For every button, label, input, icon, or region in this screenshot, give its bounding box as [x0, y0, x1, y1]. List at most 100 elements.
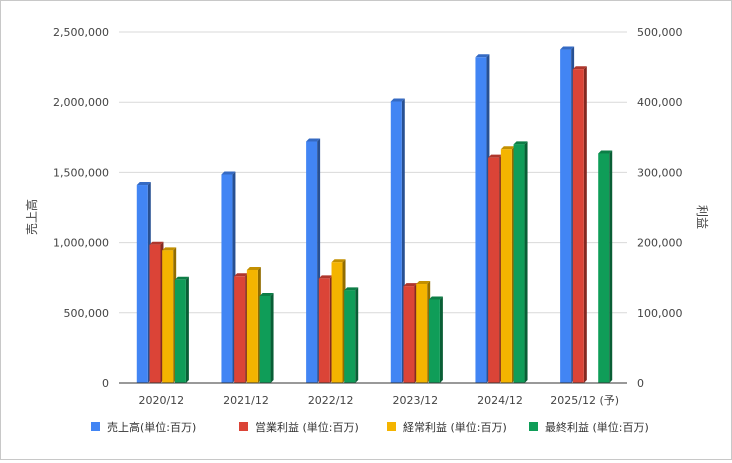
- bar-top: [560, 46, 575, 50]
- y2-tick-label: 300,000: [637, 166, 683, 179]
- bar-side: [185, 276, 189, 383]
- bar-top: [500, 146, 515, 150]
- bar-side: [609, 150, 613, 383]
- bar-top: [344, 287, 359, 291]
- bar-side: [524, 141, 528, 383]
- bar-face: [572, 69, 584, 384]
- bar: [403, 283, 418, 383]
- bar-top: [572, 66, 587, 70]
- x-tick-label: 2021/12: [223, 394, 269, 407]
- bar-face: [488, 157, 500, 383]
- legend-swatch: [91, 422, 100, 431]
- bar-face: [560, 49, 572, 384]
- bar-top: [390, 98, 405, 102]
- legend-item: 売上高(単位:百万): [91, 420, 196, 434]
- bar: [390, 98, 405, 384]
- bar-top: [174, 276, 189, 280]
- y2-tick-label: 200,000: [637, 237, 683, 250]
- legend-item: 経常利益 (単位:百万): [387, 420, 507, 434]
- axes: 0 0 500,000 100,000 1,000,000 200,000 1,500,00…: [53, 26, 682, 407]
- bar-face: [221, 174, 233, 383]
- bar-top: [136, 182, 151, 186]
- legend-swatch: [239, 422, 248, 431]
- bar: [259, 292, 274, 383]
- bar-top: [513, 141, 528, 145]
- bar-top: [475, 54, 490, 58]
- bar: [572, 66, 587, 384]
- bar: [344, 287, 359, 383]
- bar: [221, 171, 236, 383]
- y-tick-label: 500,000: [64, 307, 110, 320]
- y2-tick-label: 0: [637, 377, 644, 390]
- bar-face: [318, 278, 330, 383]
- bar-face: [500, 149, 512, 383]
- legend-swatch: [387, 422, 396, 431]
- bar-top: [403, 283, 418, 287]
- bar-face: [403, 286, 415, 383]
- bar-top: [162, 247, 177, 251]
- y2-tick-label: 100,000: [637, 307, 683, 320]
- bar-face: [259, 295, 271, 383]
- bar: [560, 46, 575, 384]
- bar: [488, 154, 503, 383]
- bar-face: [390, 101, 402, 384]
- bar-face: [306, 141, 318, 383]
- legend-label: 経常利益 (単位:百万): [403, 420, 507, 434]
- bar: [428, 296, 443, 383]
- bar: [174, 276, 189, 383]
- bar-face: [246, 269, 258, 383]
- bar-top: [598, 150, 613, 154]
- bar-side: [270, 292, 274, 383]
- legend-label: 最終利益 (単位:百万): [545, 420, 649, 434]
- bar-top: [318, 275, 333, 279]
- bar-face: [162, 250, 174, 383]
- y-tick-label: 2,500,000: [53, 26, 109, 39]
- bar-top: [428, 296, 443, 300]
- legend-item: 営業利益 (単位:百万): [239, 420, 359, 434]
- x-tick-label: 2024/12: [477, 394, 523, 407]
- y-tick-label: 0: [102, 377, 109, 390]
- bar-face: [234, 276, 246, 383]
- bar-top: [306, 138, 321, 142]
- bar-top: [331, 259, 346, 263]
- legend: 売上高(単位:百万) 営業利益 (単位:百万) 経常利益 (単位:百万) 最終利益 (…: [91, 420, 649, 434]
- bar-face: [428, 299, 440, 383]
- y2-tick-label: 400,000: [637, 96, 683, 109]
- gridlines: [119, 31, 627, 314]
- bar-top: [488, 154, 503, 158]
- bar: [598, 150, 613, 383]
- bar: [306, 138, 321, 383]
- y-tick-label: 1,500,000: [53, 166, 109, 179]
- bar-top: [246, 266, 261, 270]
- bar-top: [234, 273, 249, 277]
- bar: [475, 54, 490, 383]
- y2-axis-title: 利益: [695, 205, 709, 229]
- x-tick-label: 2025/12 (予): [550, 394, 619, 407]
- bar: [162, 247, 177, 383]
- x-tick-label: 2023/12: [392, 394, 438, 407]
- bar: [246, 266, 261, 383]
- bar: [136, 182, 151, 383]
- bar-face: [136, 185, 148, 383]
- bar-top: [221, 171, 236, 175]
- legend-swatch: [529, 422, 538, 431]
- bar-face: [344, 290, 356, 383]
- bar-face: [174, 279, 186, 383]
- x-tick-label: 2022/12: [308, 394, 354, 407]
- bar-face: [513, 144, 525, 383]
- bar-face: [416, 284, 428, 383]
- y-tick-label: 1,000,000: [53, 237, 109, 250]
- bar-side: [583, 66, 587, 384]
- x-tick-label: 2020/12: [138, 394, 184, 407]
- bar: [149, 241, 164, 383]
- bar: [318, 275, 333, 383]
- bar-side: [439, 296, 443, 383]
- bar: [513, 141, 528, 383]
- bar: [416, 281, 431, 383]
- bars: [136, 46, 613, 384]
- bar-top: [259, 292, 274, 296]
- bar-face: [331, 262, 343, 383]
- bar-side: [355, 287, 359, 383]
